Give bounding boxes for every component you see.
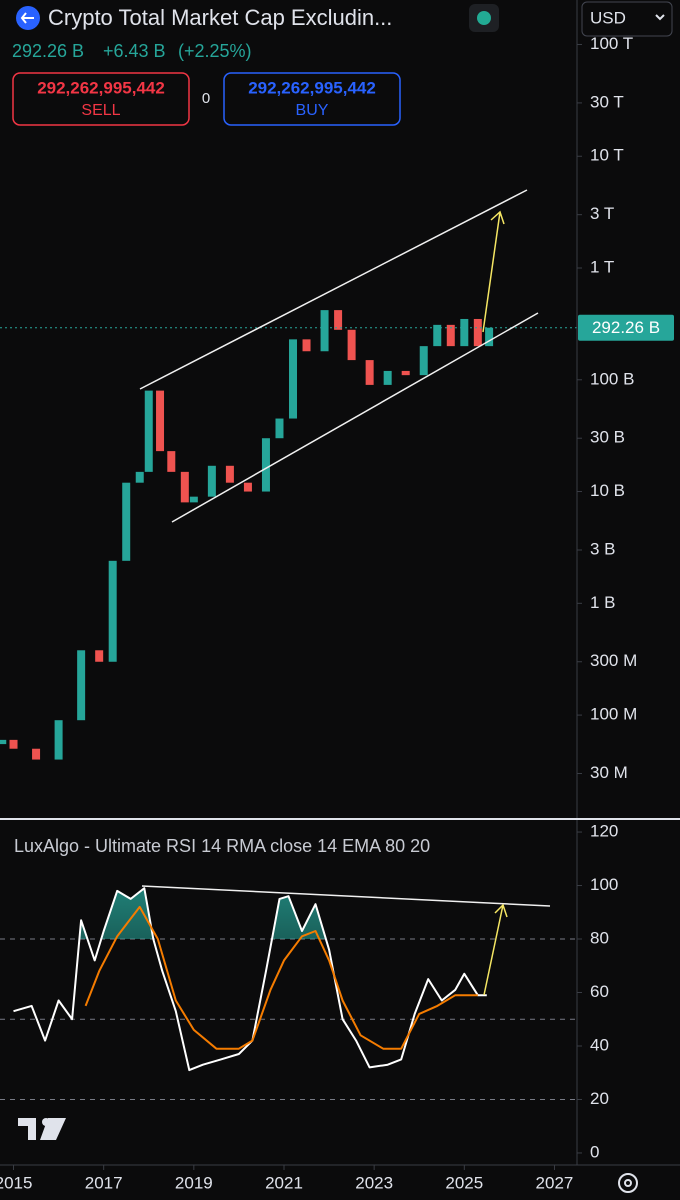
plot-area: [0, 310, 577, 1100]
candle: [302, 339, 311, 352]
channel-line: [139, 189, 528, 390]
indicator-title: LuxAlgo - Ultimate RSI 14 RMA close 14 E…: [14, 836, 430, 856]
candle: [460, 318, 469, 347]
y-tick-label: 1 B: [590, 593, 616, 612]
y-tick-label: 300 M: [590, 651, 637, 670]
buy-button[interactable]: [223, 72, 401, 126]
candle: [473, 318, 482, 347]
candle: [0, 739, 7, 745]
sell-button[interactable]: [12, 72, 190, 126]
dropdown-icon: [655, 14, 665, 21]
x-tick-label: 2017: [85, 1173, 123, 1192]
y-tick-label: 10 T: [590, 146, 624, 165]
arrow: [483, 903, 508, 996]
candle: [207, 465, 216, 497]
y-tick-label: 10 B: [590, 481, 625, 500]
sell-label[interactable]: SELL: [81, 102, 120, 119]
series-line: [84, 905, 478, 1050]
candle: [261, 438, 270, 492]
candle: [419, 346, 428, 376]
brand-logo: [18, 1118, 66, 1140]
buy-label[interactable]: BUY: [296, 102, 329, 119]
candle: [9, 739, 18, 749]
price: 292.26 B: [12, 41, 84, 61]
x-tick-label: 2019: [175, 1173, 213, 1192]
candle: [225, 465, 234, 483]
settings-icon[interactable]: [624, 1179, 632, 1187]
x-tick-label: 2027: [536, 1173, 574, 1192]
candle: [108, 560, 117, 662]
candle: [77, 650, 86, 721]
candle: [95, 650, 104, 662]
candle: [485, 327, 494, 347]
candle: [347, 329, 356, 361]
candle: [433, 324, 442, 347]
sell-price[interactable]: 292,262,995,442: [37, 78, 165, 97]
arrow: [482, 210, 505, 333]
overbought-area: [79, 888, 326, 940]
candle: [320, 310, 329, 352]
spread: 0: [202, 90, 210, 107]
currency[interactable]: USD: [590, 8, 626, 27]
last-price-tag: [578, 314, 674, 341]
currency-select[interactable]: [581, 1, 673, 37]
x-tick-label: 2023: [355, 1173, 393, 1192]
candle: [334, 310, 343, 330]
trend-line: [141, 885, 551, 907]
y-tick-label: 60: [590, 982, 609, 1001]
candle: [32, 748, 41, 760]
y-tick-label: 20: [590, 1089, 609, 1108]
candle: [446, 324, 455, 347]
candle: [122, 482, 131, 561]
candle: [289, 339, 298, 419]
channel-line: [171, 312, 539, 523]
candle: [54, 720, 63, 760]
symbol-title: Crypto Total Market Cap Excludin...: [48, 5, 392, 30]
y-tick-label: 100 M: [590, 705, 637, 724]
y-tick-label: 1 T: [590, 257, 614, 276]
brand-logo: [42, 1118, 50, 1126]
candle: [135, 471, 144, 483]
x-tick-label: 2021: [265, 1173, 303, 1192]
market-status: [477, 11, 491, 25]
candle: [156, 390, 165, 452]
candle: [365, 360, 374, 385]
y-tick-label: 30 T: [590, 92, 624, 111]
candle: [275, 418, 284, 439]
y-tick-label: 100: [590, 875, 618, 894]
y-tick-label: 0: [590, 1142, 599, 1161]
y-tick-label: 3 B: [590, 539, 616, 558]
y-tick-label: 30 B: [590, 428, 625, 447]
y-tick-label: 40: [590, 1035, 609, 1054]
last-price-label: 292.26 B: [592, 318, 660, 337]
x-tick-label: 2015: [0, 1173, 32, 1192]
candle: [401, 370, 410, 376]
candle: [144, 390, 153, 472]
symbol-logo-glyph: [20, 12, 34, 24]
y-tick-label: 30 M: [590, 763, 628, 782]
change-percent: (+2.25%): [178, 41, 252, 61]
candle: [243, 482, 252, 492]
candle: [180, 471, 189, 503]
y-tick-label: 80: [590, 928, 609, 947]
x-tick-label: 2025: [445, 1173, 483, 1192]
y-tick-label: 100 B: [590, 369, 634, 388]
candle: [167, 451, 176, 472]
candle: [383, 370, 392, 385]
y-tick-label: 120: [590, 822, 618, 841]
candle: [189, 496, 198, 503]
settings-icon[interactable]: [618, 1173, 638, 1193]
y-tick-label: 3 T: [590, 204, 614, 223]
y-tick-label: 100 T: [590, 34, 633, 53]
buy-price[interactable]: 292,262,995,442: [248, 78, 376, 97]
change: +6.43 B: [103, 41, 166, 61]
